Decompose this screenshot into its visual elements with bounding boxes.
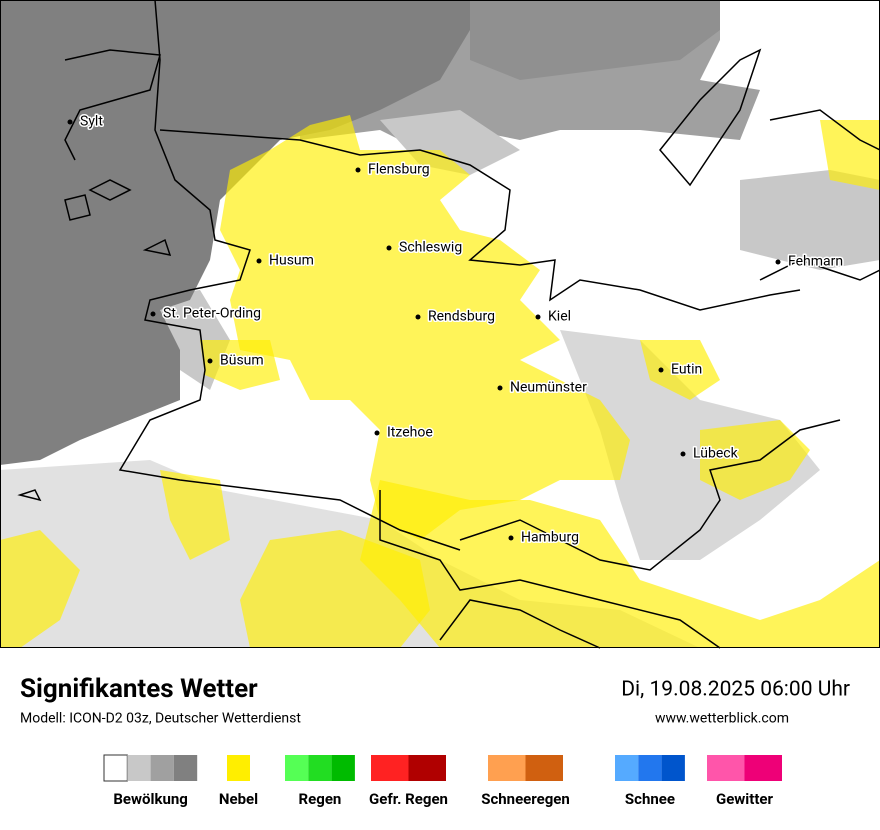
legend-label: Bewölkung — [113, 790, 188, 808]
legend-swatch — [308, 755, 332, 781]
legend-label: Schnee — [625, 790, 675, 808]
legend: Bewölkung Nebel Regen Gefr. Regen Schneerege… — [103, 754, 782, 808]
legend-label: Nebel — [219, 790, 258, 808]
legend-swatch — [638, 755, 662, 781]
city-label: Büsum — [220, 353, 264, 369]
legend-swatch — [744, 755, 782, 781]
legend-swatch — [371, 755, 409, 781]
city-dot — [680, 451, 686, 457]
legend-swatch — [488, 755, 526, 781]
city-label: Itzehoe — [387, 425, 433, 441]
city-dot — [207, 358, 213, 364]
city-dot — [256, 258, 262, 264]
legend-swatch — [285, 755, 309, 781]
legend-swatch — [331, 755, 355, 781]
city-dot — [386, 245, 392, 251]
legend-swatch — [707, 755, 745, 781]
legend-swatch — [408, 755, 446, 781]
city-label: Eutin — [671, 362, 702, 378]
city-label: St. Peter-Ording — [163, 306, 261, 322]
city-label: Kiel — [548, 309, 571, 325]
city-dot — [150, 311, 156, 317]
city-label: Schleswig — [399, 240, 462, 256]
legend-swatch — [227, 755, 250, 781]
city-dot — [535, 314, 541, 320]
city-label: Rendsburg — [428, 309, 495, 325]
city-label: Fehmarn — [788, 254, 843, 270]
city-dot — [374, 430, 380, 436]
legend-label: Gefr. Regen — [369, 790, 448, 808]
city-label: Sylt — [80, 114, 103, 130]
legend-swatch — [150, 755, 174, 781]
city-label: Flensburg — [368, 162, 430, 178]
city-dot — [67, 119, 73, 125]
legend-swatch — [615, 755, 639, 781]
city-labels: Sylt Flensburg Schleswig Husum Fehmarn St. Pe… — [67, 112, 845, 547]
city-dot — [415, 314, 421, 320]
city-dot — [497, 385, 503, 391]
title: Signifikantes Wetter — [20, 674, 258, 704]
map — [0, 0, 880, 649]
city-dot — [508, 535, 514, 541]
subtitle: Modell: ICON-D2 03z, Deutscher Wetterdie… — [20, 711, 301, 727]
city-label: Neumünster — [510, 380, 587, 396]
legend-label: Schneeregen — [481, 790, 570, 808]
city-label: Husum — [269, 253, 314, 269]
city-label: Hamburg — [521, 530, 579, 546]
city-dot — [355, 167, 361, 173]
legend-label: Gewitter — [716, 790, 774, 808]
datetime: Di, 19.08.2025 06:00 Uhr — [621, 678, 850, 702]
website-url: www.wetterblick.com — [655, 711, 789, 727]
legend-swatch — [103, 754, 128, 782]
legend-label: Regen — [299, 790, 342, 808]
legend-swatch — [173, 755, 198, 781]
city-dot — [775, 259, 781, 265]
legend-swatch — [525, 755, 563, 781]
legend-swatch — [127, 755, 151, 781]
legend-swatch — [661, 755, 685, 781]
city-dot — [658, 367, 664, 373]
city-label: Lübeck — [693, 446, 739, 462]
